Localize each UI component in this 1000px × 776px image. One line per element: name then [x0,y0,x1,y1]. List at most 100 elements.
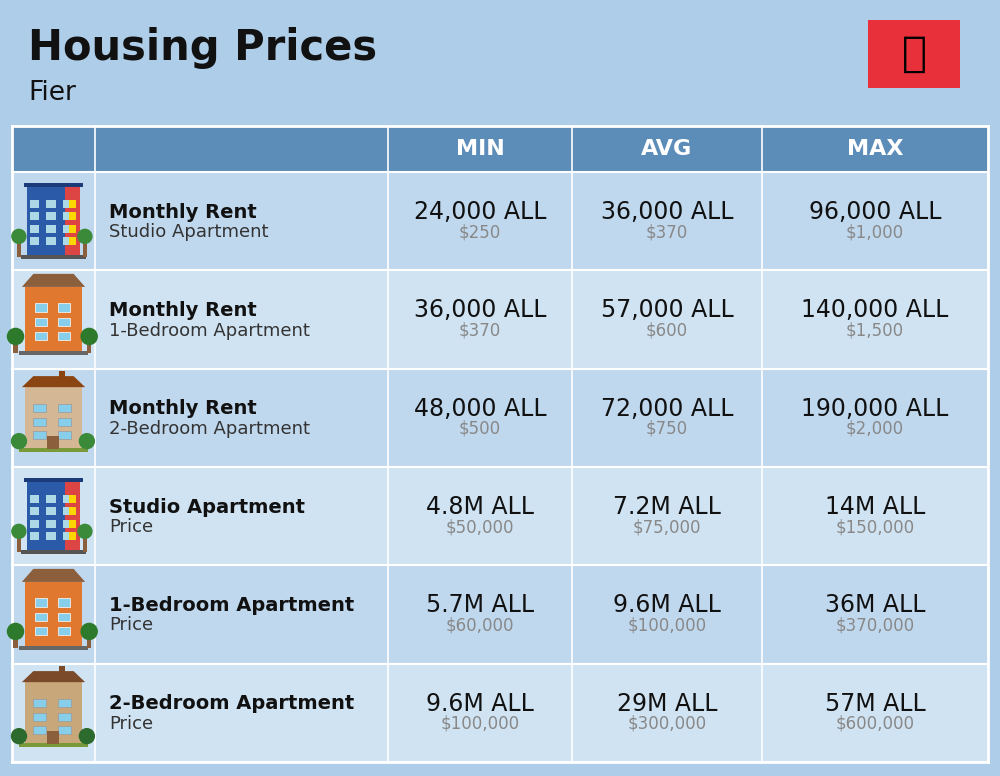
Text: $250: $250 [459,223,501,241]
Bar [35,612,47,621]
Text: Price: Price [109,715,153,733]
Bar [33,431,46,439]
Text: Studio Apartment: Studio Apartment [109,223,268,241]
Bar [35,303,47,312]
Bar [58,713,71,721]
Text: AVG: AVG [641,139,693,159]
Bar [63,224,73,233]
Circle shape [79,729,94,743]
Polygon shape [22,376,85,387]
Bar [30,520,39,528]
Bar [19,448,88,452]
Text: $100,000: $100,000 [627,616,707,635]
Bar [46,199,56,208]
Text: 9.6M ALL: 9.6M ALL [426,692,534,715]
Bar [69,508,76,515]
Text: 7.2M ALL: 7.2M ALL [613,495,721,519]
Text: 4.8M ALL: 4.8M ALL [426,495,534,519]
Bar [58,598,70,607]
Bar [25,582,82,647]
Bar [12,369,988,467]
Text: 14M ALL: 14M ALL [825,495,925,519]
Bar [35,317,47,326]
Bar [58,699,71,707]
Text: 48,000 ALL: 48,000 ALL [414,397,546,421]
Text: 36,000 ALL: 36,000 ALL [414,299,546,323]
Bar [27,187,80,255]
Text: $750: $750 [646,420,688,438]
Bar [30,224,39,233]
Text: 🦅: 🦅 [902,33,926,75]
Bar [12,270,988,369]
Bar [58,417,71,426]
Bar [69,199,76,208]
Circle shape [7,623,24,639]
Bar [69,532,76,540]
Bar [87,339,91,353]
Bar [35,627,47,636]
Bar [33,713,46,721]
Text: 57,000 ALL: 57,000 ALL [601,299,733,323]
Text: $370: $370 [459,321,501,340]
Text: $600: $600 [646,321,688,340]
Bar [58,404,71,412]
Bar [33,404,46,412]
Bar [58,303,70,312]
Bar [21,255,86,259]
Circle shape [81,328,97,345]
Circle shape [12,434,26,449]
Bar [12,172,988,270]
Text: 140,000 ALL: 140,000 ALL [801,299,949,323]
Bar [30,495,39,503]
Text: Monthly Rent: Monthly Rent [109,301,257,320]
Polygon shape [22,569,85,582]
Bar [46,495,56,503]
Bar [83,535,87,552]
Bar [59,666,65,675]
Text: Monthly Rent: Monthly Rent [109,203,257,222]
Text: Studio Apartment: Studio Apartment [109,497,305,517]
Bar [47,436,59,449]
Circle shape [79,434,94,449]
Text: 57M ALL: 57M ALL [825,692,925,715]
Bar [63,532,73,540]
Circle shape [81,623,97,639]
Bar [24,182,83,187]
Bar [63,520,73,528]
Text: $370,000: $370,000 [835,616,915,635]
Text: 1-Bedroom Apartment: 1-Bedroom Apartment [109,321,310,340]
Bar [12,467,988,566]
Circle shape [12,525,26,539]
Text: 72,000 ALL: 72,000 ALL [601,397,733,421]
Text: 2-Bedroom Apartment: 2-Bedroom Apartment [109,420,310,438]
Text: $1,000: $1,000 [846,223,904,241]
Text: 9.6M ALL: 9.6M ALL [613,594,721,618]
Text: Price: Price [109,518,153,536]
Bar [46,237,56,245]
Bar [83,240,87,257]
Polygon shape [22,671,85,682]
Bar [63,212,73,220]
Text: 5.7M ALL: 5.7M ALL [426,594,534,618]
Bar [35,332,47,341]
Text: MIN: MIN [456,139,504,159]
Bar [63,508,73,515]
Text: $1,500: $1,500 [846,321,904,340]
Bar [25,682,82,743]
Bar [63,199,73,208]
Bar [87,634,91,649]
Circle shape [78,525,92,539]
Text: $370: $370 [646,223,688,241]
Text: 1-Bedroom Apartment: 1-Bedroom Apartment [109,596,354,615]
Bar [30,532,39,540]
Bar [63,237,73,245]
Text: MAX: MAX [847,139,903,159]
Bar [19,352,88,355]
Bar [65,482,80,551]
Text: 36,000 ALL: 36,000 ALL [601,200,733,224]
Bar [21,550,86,554]
Text: $300,000: $300,000 [627,715,707,733]
Bar [13,634,18,649]
Bar [12,126,988,172]
Circle shape [7,328,24,345]
